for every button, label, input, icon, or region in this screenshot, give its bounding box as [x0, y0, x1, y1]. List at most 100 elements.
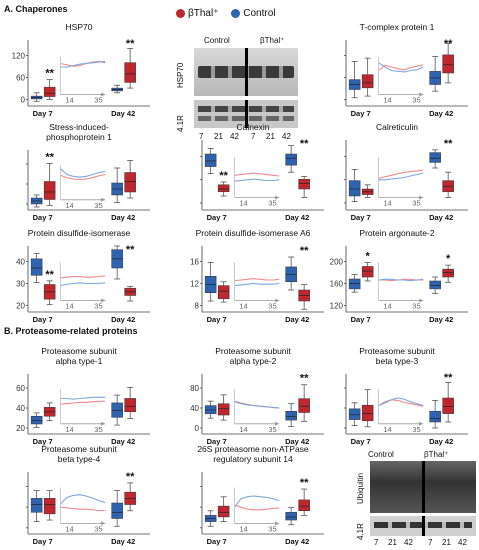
chart-panel-8: Proteasome subunit alpha type-1 20 40 60 Day …: [4, 346, 154, 446]
x-label-day42: Day 42: [429, 109, 453, 118]
inset-arrow-icon: [101, 298, 106, 303]
significance-marker: *: [446, 253, 451, 265]
western-blot-ubiquitin: Control βThal⁺ Ubiquitin 4.1R 7 21 42 7 …: [356, 450, 478, 550]
control-day42-box: [111, 502, 123, 519]
x-label-day42: Day 42: [285, 213, 309, 222]
y-tick-label: 0: [21, 95, 26, 104]
chart-title-line: Proteasome subunit: [215, 346, 291, 356]
inset-tick-14: 14: [65, 301, 73, 310]
significance-marker: **: [126, 471, 135, 483]
x-label-day7: Day 7: [351, 315, 371, 324]
chart-title: Protein argonaute-2: [322, 228, 472, 238]
y-tick-label: 40: [190, 404, 199, 413]
x-label-day7: Day 7: [351, 109, 371, 118]
chart-title: 26S proteasome non-ATPase regulatory subu…: [178, 444, 328, 464]
inset-arrow-icon: [101, 521, 106, 526]
thal-day7-box: [43, 498, 56, 515]
x-label-day42: Day 42: [429, 213, 453, 222]
thal-day42-box: [442, 268, 454, 278]
inset-tick-14: 14: [65, 95, 73, 104]
y-tick-label: 30: [16, 279, 25, 288]
inset-tick-14: 14: [383, 95, 391, 104]
thal-day42-box: [124, 172, 136, 193]
inset-tick-35: 35: [94, 425, 102, 434]
inset-arrow-icon: [275, 521, 280, 526]
inset-tick-35: 35: [94, 95, 102, 104]
chart-title-line: Proteasome subunit: [359, 346, 435, 356]
chart-title-line: Proteasome subunit: [41, 346, 117, 356]
section-b-title: B. Proteasome-related proteins: [4, 326, 138, 336]
inset-line-thal: [234, 278, 280, 282]
inset-tick-35: 35: [412, 301, 420, 310]
inset-line-thal: [60, 400, 106, 405]
inset-tick-14: 14: [383, 425, 391, 434]
blot-image-41r: [194, 100, 298, 128]
blot-lane-1: 7: [199, 132, 204, 141]
inset-line-control: [60, 282, 106, 287]
blot-header-thal: βThal⁺: [260, 36, 285, 45]
x-label-day42: Day 42: [111, 109, 135, 118]
inset-tick-35: 35: [412, 425, 420, 434]
chart-svg: 120 160 200 * * Day 7 Day 42 14 35: [330, 246, 468, 324]
inset-tick-35: 35: [94, 201, 102, 210]
inset-tick-14: 14: [65, 201, 73, 210]
thal-day7-box: [43, 86, 56, 97]
inset-line-thal: [378, 169, 424, 179]
inset-line-control: [60, 494, 106, 505]
inset-tick-35: 35: [268, 425, 276, 434]
chart-panel-7: Protein argonaute-2 120 160 200 * * Day 7 Day 4…: [322, 228, 472, 324]
chart-title: Proteasome subunit beta type-4: [4, 444, 154, 464]
chart-panel-1: T-complex protein 1 ** Day 7 Day 42 14 35: [322, 22, 472, 118]
significance-marker: **: [126, 244, 135, 256]
section-a-title: A. Chaperones: [4, 4, 68, 14]
chart-panel-4: Calreticulin ** Day 7 Day 42 14 35: [322, 122, 472, 222]
chart-svg: 20 30 40 ** ** Day 7 Day 42 14 35: [16, 244, 150, 324]
x-label-day42: Day 42: [429, 437, 453, 446]
thal-day7-box: [361, 404, 374, 422]
blot2-band-label-41r: 4.1R: [356, 523, 365, 540]
thal-day7-box: [361, 74, 374, 89]
thal-day7-box: [217, 403, 230, 416]
y-tick-label: 16: [190, 257, 199, 266]
control-day7-box: [204, 153, 217, 167]
blot-lane-5: 21: [266, 132, 275, 141]
y-tick-label: 200: [330, 257, 344, 266]
control-day7-box: [30, 415, 43, 425]
blot2-band-label-ubiquitin: Ubiquitin: [356, 472, 365, 504]
inset-line-control: [378, 62, 424, 73]
blot2-lane-3: 42: [404, 538, 413, 547]
chart-svg: ** Day 7 Day 42 14 35: [344, 372, 468, 446]
y-tick-label: 80: [190, 384, 199, 393]
blot2-lane-4: 7: [428, 538, 433, 547]
chart-svg: ** Day 7 Day 42 14 35: [26, 150, 150, 222]
blot-lane-6: 42: [282, 132, 291, 141]
chart-title: Stress-induced-phosphoprotein 1: [4, 122, 154, 142]
control-day42-box: [285, 153, 297, 166]
inset-tick-14: 14: [239, 199, 247, 208]
inset-line-control: [234, 401, 280, 409]
significance-marker: **: [300, 245, 309, 257]
chart-title-line: Calnexin: [236, 122, 270, 132]
chart-svg: 0 60 120 ** ** Day 7 Day 42 14 35: [12, 38, 150, 118]
x-label-day7: Day 7: [33, 437, 53, 446]
chart-panel-0: HSP70 0 60 120 ** ** Day 7 Day 42 14 35: [4, 22, 154, 118]
inset-line-control: [378, 397, 424, 407]
inset-tick-35: 35: [412, 95, 420, 104]
inset-line-control: [60, 168, 106, 178]
inset-arrow-icon: [275, 195, 280, 200]
x-label-day7: Day 7: [33, 537, 53, 546]
inset-line-control: [60, 396, 106, 400]
inset-line-thal: [378, 399, 424, 407]
y-tick-label: 20: [16, 301, 25, 310]
control-day7-box: [30, 498, 43, 513]
blot2-lane-1: 7: [374, 538, 379, 547]
inset-line-thal: [60, 275, 106, 279]
y-tick-label: 20: [16, 424, 25, 433]
legend-thal-label: βThal⁺: [188, 8, 219, 19]
y-tick-label: 0: [195, 424, 200, 433]
chart-title-line: Protein argonaute-2: [359, 228, 435, 238]
thal-day7-box: [43, 181, 56, 200]
legend-control-swatch: [231, 9, 241, 18]
thal-day42-box: [298, 178, 310, 190]
inset-tick-14: 14: [383, 199, 391, 208]
